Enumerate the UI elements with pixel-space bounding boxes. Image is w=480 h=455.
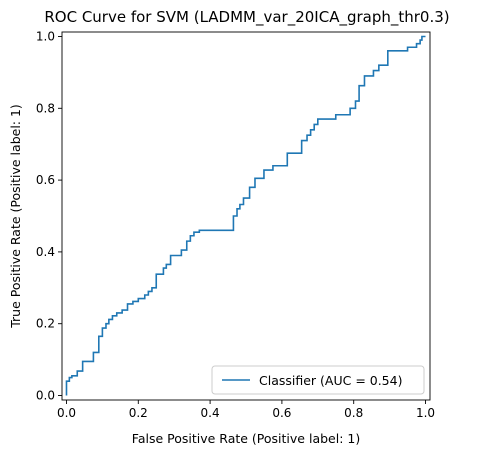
y-tick-label: 0.8 — [36, 101, 55, 115]
y-tick-label: 0.4 — [36, 245, 55, 259]
roc-series-line-0 — [65, 35, 426, 396]
plot-area — [62, 32, 430, 400]
chart-title: ROC Curve for SVM (LADMM_var_20ICA_graph… — [44, 8, 449, 27]
x-tick-label: 0.2 — [129, 406, 148, 420]
x-tick-label: 0.8 — [344, 406, 363, 420]
x-tick-label: 0.6 — [272, 406, 291, 420]
x-tick-label: 1.0 — [416, 406, 435, 420]
legend-box — [211, 365, 425, 395]
x-axis-ticks: 0.0 0.2 0.4 0.6 0.8 1.0 — [57, 400, 435, 420]
y-tick-label: 0.0 — [36, 389, 55, 403]
y-tick-label: 1.0 — [36, 29, 55, 43]
y-tick-label: 0.6 — [36, 173, 55, 187]
y-tick-label: 0.2 — [36, 317, 55, 331]
y-axis-label: True Positive Rate (Positive label: 1) — [8, 104, 23, 329]
x-axis-label: False Positive Rate (Positive label: 1) — [132, 431, 360, 446]
plot-layer — [65, 35, 426, 396]
legend-entry: Classifier (AUC = 0.54) — [259, 373, 402, 388]
legend: Classifier (AUC = 0.54) — [211, 365, 425, 395]
plot-frame — [61, 31, 431, 401]
x-tick-label: 0.4 — [201, 406, 220, 420]
y-axis-ticks: 0.0 0.2 0.4 0.6 0.8 1.0 — [36, 29, 62, 403]
x-tick-label: 0.0 — [57, 406, 76, 420]
